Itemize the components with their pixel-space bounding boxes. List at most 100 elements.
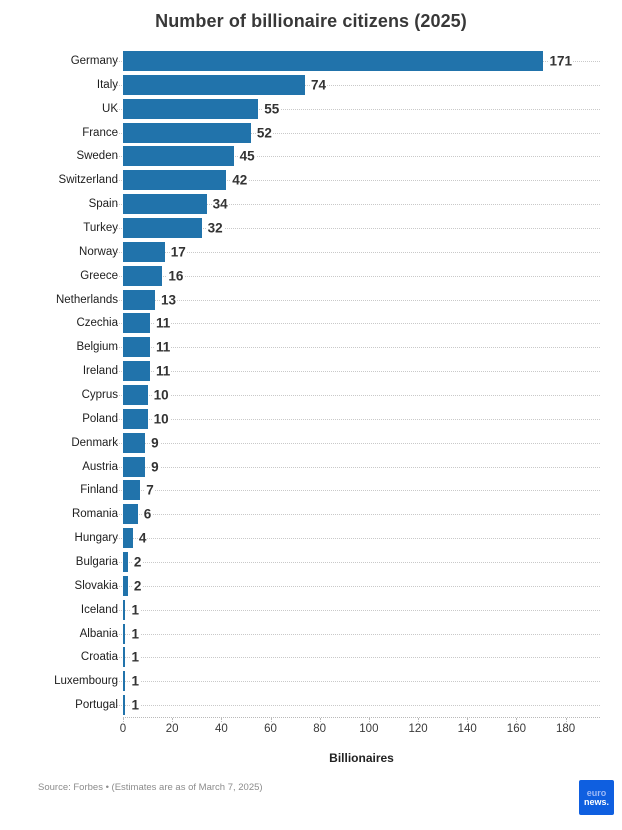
bar-row: Portugal 1 [75,693,600,717]
bar [123,337,151,358]
gridline [117,227,600,229]
bar-row: Italy 74 [97,73,600,97]
value-label: 52 [255,124,273,140]
category-label: Albania [79,627,118,640]
bar-row: Cyprus 10 [82,383,600,407]
bar-row: Croatia 1 [81,645,600,669]
plot-area: Germany 171 Italy 74 UK 55 France 52 Sweden 45 Swi… [54,49,600,718]
bar [123,289,155,310]
bar-row: France 52 [82,121,600,145]
bar [123,194,207,215]
x-tick-mark [172,718,174,722]
bar [123,623,126,644]
category-label: Greece [80,269,118,282]
bar-row: Switzerland 42 [59,168,600,192]
category-label: Cyprus [81,388,118,401]
x-tick-label: 20 [165,723,179,735]
category-label: UK [102,102,118,115]
value-label: 10 [152,387,170,403]
category-label: Belgium [76,341,118,354]
gridline [117,299,600,301]
x-tick-label: 160 [506,723,526,735]
value-label: 7 [145,482,155,498]
bar-row: Spain 34 [89,192,600,216]
category-label: Iceland [80,603,118,616]
bar-row: Czechia 11 [76,311,600,335]
value-label: 13 [159,291,177,307]
category-label: Germany [70,54,118,67]
bar [123,647,126,668]
bar-row: Slovakia 2 [75,574,600,598]
value-label: 45 [238,148,256,164]
gridline [117,156,600,158]
bar [123,361,151,382]
category-label: Spain [88,198,118,211]
x-tick-mark [270,718,272,722]
x-tick-mark [418,718,420,722]
category-label: Luxembourg [54,675,118,688]
bar-row: Sweden 45 [76,144,600,168]
x-tick-label: 140 [457,723,477,735]
bar [123,456,146,477]
x-tick-mark [516,718,518,722]
value-label: 55 [263,100,281,116]
bar-row: Ireland 11 [83,359,600,383]
gridline [117,204,600,206]
value-label: 9 [150,434,160,450]
category-label: France [82,126,118,139]
value-label: 2 [132,578,143,594]
bar [123,265,163,286]
x-tick-mark [368,718,370,722]
x-tick-label: 100 [359,723,379,735]
x-tick-mark [123,718,124,722]
bar [123,480,141,501]
gridline [117,108,600,110]
euronews-logo-line2: news. [583,796,609,807]
x-tick-mark [221,718,223,722]
x-axis-label: Billionaires [329,751,394,765]
gridline [117,442,600,444]
x-tick-label: 80 [313,723,327,735]
gridline [117,132,600,134]
value-label: 10 [152,411,170,427]
value-label: 4 [137,530,148,546]
gridline [117,609,600,611]
x-tick-label: 180 [555,723,576,735]
chart-title: Number of billionaire citizens (2025) [155,11,467,31]
category-label: Slovakia [74,579,118,592]
gridline [117,633,600,635]
category-label: Bulgaria [75,555,118,568]
value-label: 11 [155,363,172,379]
category-label: Switzerland [58,174,118,187]
bar-row: Denmark 9 [71,431,600,455]
gridline [117,538,600,540]
x-tick-label: 60 [264,723,277,735]
value-label: 17 [169,244,187,260]
bar [123,695,126,716]
category-label: Turkey [83,221,118,234]
gridline [117,394,600,396]
value-label: 42 [231,172,249,188]
bar-row: Greece 16 [80,264,600,288]
bar [123,671,126,692]
bar [123,313,151,334]
x-tick-label: 0 [119,723,127,735]
gridline [117,418,600,420]
bar [123,50,544,71]
value-label: 11 [155,339,172,355]
bar [123,408,148,429]
value-label: 2 [132,554,143,570]
category-label: Norway [79,245,118,258]
bar [123,504,138,525]
bar-row: Luxembourg 1 [54,669,600,693]
gridline [117,323,600,325]
value-label: 74 [309,77,327,93]
bar-row: Bulgaria 2 [76,550,600,574]
gridline [117,275,600,277]
value-label: 32 [206,220,224,236]
bar-row: Iceland 1 [81,598,600,622]
bar-row: Finland 7 [80,478,600,502]
bar-row: Norway 17 [79,240,600,264]
bar [123,98,259,119]
gridline [117,490,600,492]
